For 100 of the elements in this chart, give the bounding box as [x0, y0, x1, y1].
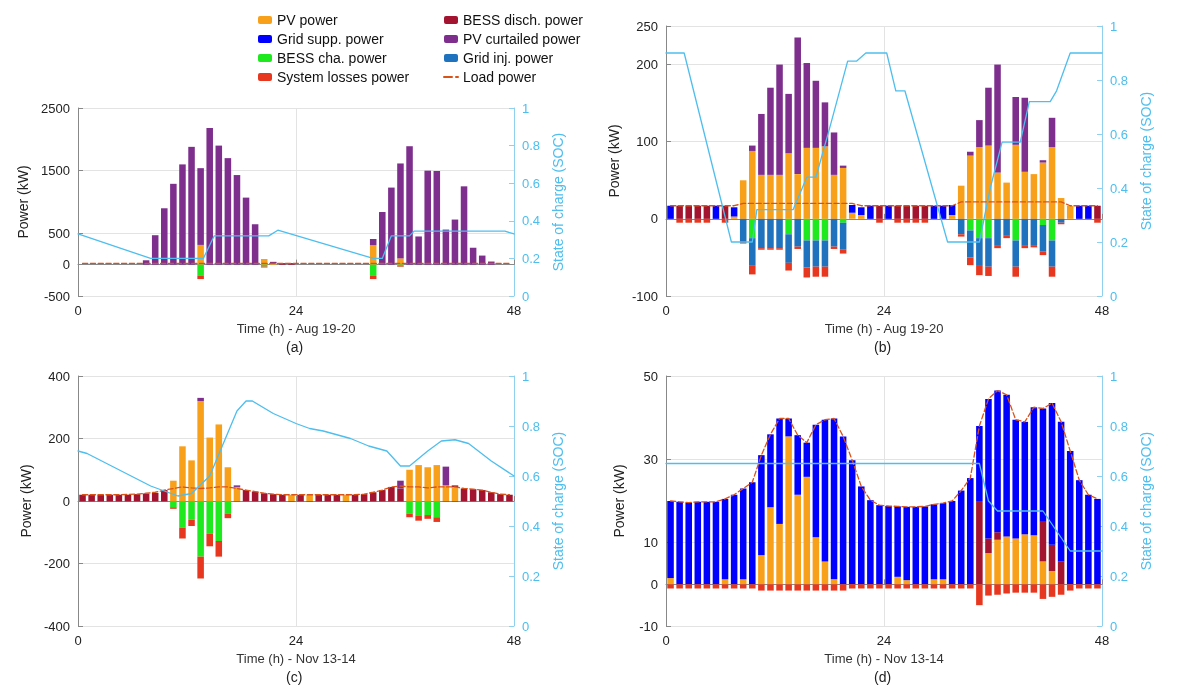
- bar: [1066, 205, 1074, 219]
- text: (b): [874, 339, 892, 355]
- bar: [758, 113, 765, 175]
- y2-tick-label: 0.4: [1110, 180, 1129, 196]
- bar: [821, 584, 829, 591]
- bar: [1085, 584, 1092, 589]
- bar: [206, 501, 213, 534]
- y2-tick-label: 0.2: [522, 250, 541, 266]
- bar: [424, 467, 431, 501]
- bar: [685, 502, 692, 585]
- legend-label: BESS cha. power: [277, 50, 388, 66]
- bar: [776, 523, 783, 585]
- text: (a): [286, 339, 304, 355]
- bar: [758, 584, 765, 591]
- bar: [694, 501, 702, 585]
- bar: [785, 93, 792, 154]
- bar: [1012, 419, 1019, 539]
- bar: [939, 503, 947, 580]
- bar: [730, 207, 738, 217]
- bar: [170, 501, 177, 508]
- bar: [488, 492, 495, 501]
- bar: [967, 155, 974, 219]
- bar: [821, 240, 829, 267]
- bar: [1048, 117, 1056, 148]
- legend-label: BESS disch. power: [463, 12, 584, 28]
- bar: [388, 187, 395, 265]
- bar: [976, 265, 983, 276]
- bar: [749, 145, 756, 151]
- bar: [967, 230, 974, 258]
- bar: [1076, 480, 1083, 585]
- bar: [976, 238, 983, 266]
- bar: [712, 584, 720, 589]
- line-series: [77, 229, 515, 260]
- bar: [939, 584, 947, 589]
- bar: [369, 275, 377, 280]
- y-tick-label: 30: [643, 451, 658, 467]
- bar: [803, 63, 811, 148]
- bar: [1039, 160, 1047, 163]
- bar: [749, 265, 756, 275]
- bar: [812, 266, 820, 277]
- y2-axis-title: State of charge (SOC): [1137, 431, 1154, 571]
- bar: [967, 151, 974, 156]
- bar: [957, 234, 965, 237]
- bar: [179, 501, 186, 528]
- bar: [497, 494, 504, 501]
- bar: [794, 174, 801, 219]
- bar: [930, 504, 938, 580]
- bar: [921, 584, 929, 589]
- bar: [839, 222, 847, 250]
- x-tick-label: 0: [74, 303, 82, 318]
- bar: [1021, 421, 1029, 535]
- y-axis-title: Power (kW): [15, 165, 32, 239]
- legend-label: Grid inj. power: [463, 50, 554, 66]
- bar: [839, 167, 847, 219]
- bar: [188, 501, 195, 520]
- bar: [397, 163, 404, 259]
- bar: [921, 506, 929, 585]
- bar: [894, 584, 901, 589]
- bar: [785, 262, 792, 271]
- bar: [424, 501, 431, 516]
- bar: [1021, 534, 1029, 585]
- bar: [758, 174, 765, 219]
- bar: [794, 218, 801, 247]
- bar: [730, 584, 738, 589]
- bar: [676, 218, 683, 223]
- bar: [839, 436, 847, 585]
- line-series: [665, 462, 1103, 552]
- y-tick-label: 50: [643, 368, 658, 384]
- bar: [1030, 584, 1038, 593]
- bar: [985, 553, 992, 585]
- bar: [739, 488, 747, 580]
- y-tick-label: -400: [43, 618, 70, 634]
- bar: [188, 460, 195, 501]
- bar: [188, 146, 195, 265]
- bar: [1048, 584, 1056, 597]
- bar: [903, 205, 910, 219]
- bar: [685, 205, 692, 219]
- x-tick-label: 24: [288, 303, 304, 318]
- bar: [1021, 218, 1029, 246]
- y-tick-label: -10: [639, 618, 658, 634]
- bar: [1057, 561, 1065, 585]
- bar: [197, 401, 204, 501]
- x-tick-label: 48: [1094, 303, 1110, 318]
- x-tick-label: 0: [662, 633, 670, 648]
- bar: [912, 218, 920, 223]
- bar: [776, 64, 783, 175]
- bar: [1012, 240, 1019, 267]
- bar: [406, 501, 413, 514]
- bar: [1094, 205, 1101, 219]
- bar: [703, 584, 711, 589]
- bar: [948, 584, 956, 589]
- bar: [1012, 144, 1019, 219]
- bar: [994, 218, 1001, 246]
- bar: [848, 584, 856, 589]
- y2-tick-label: 0.8: [1110, 418, 1129, 434]
- bar: [830, 584, 838, 591]
- bar: [812, 537, 820, 585]
- bar: [785, 436, 792, 585]
- bar: [215, 541, 223, 557]
- bar: [1076, 584, 1083, 589]
